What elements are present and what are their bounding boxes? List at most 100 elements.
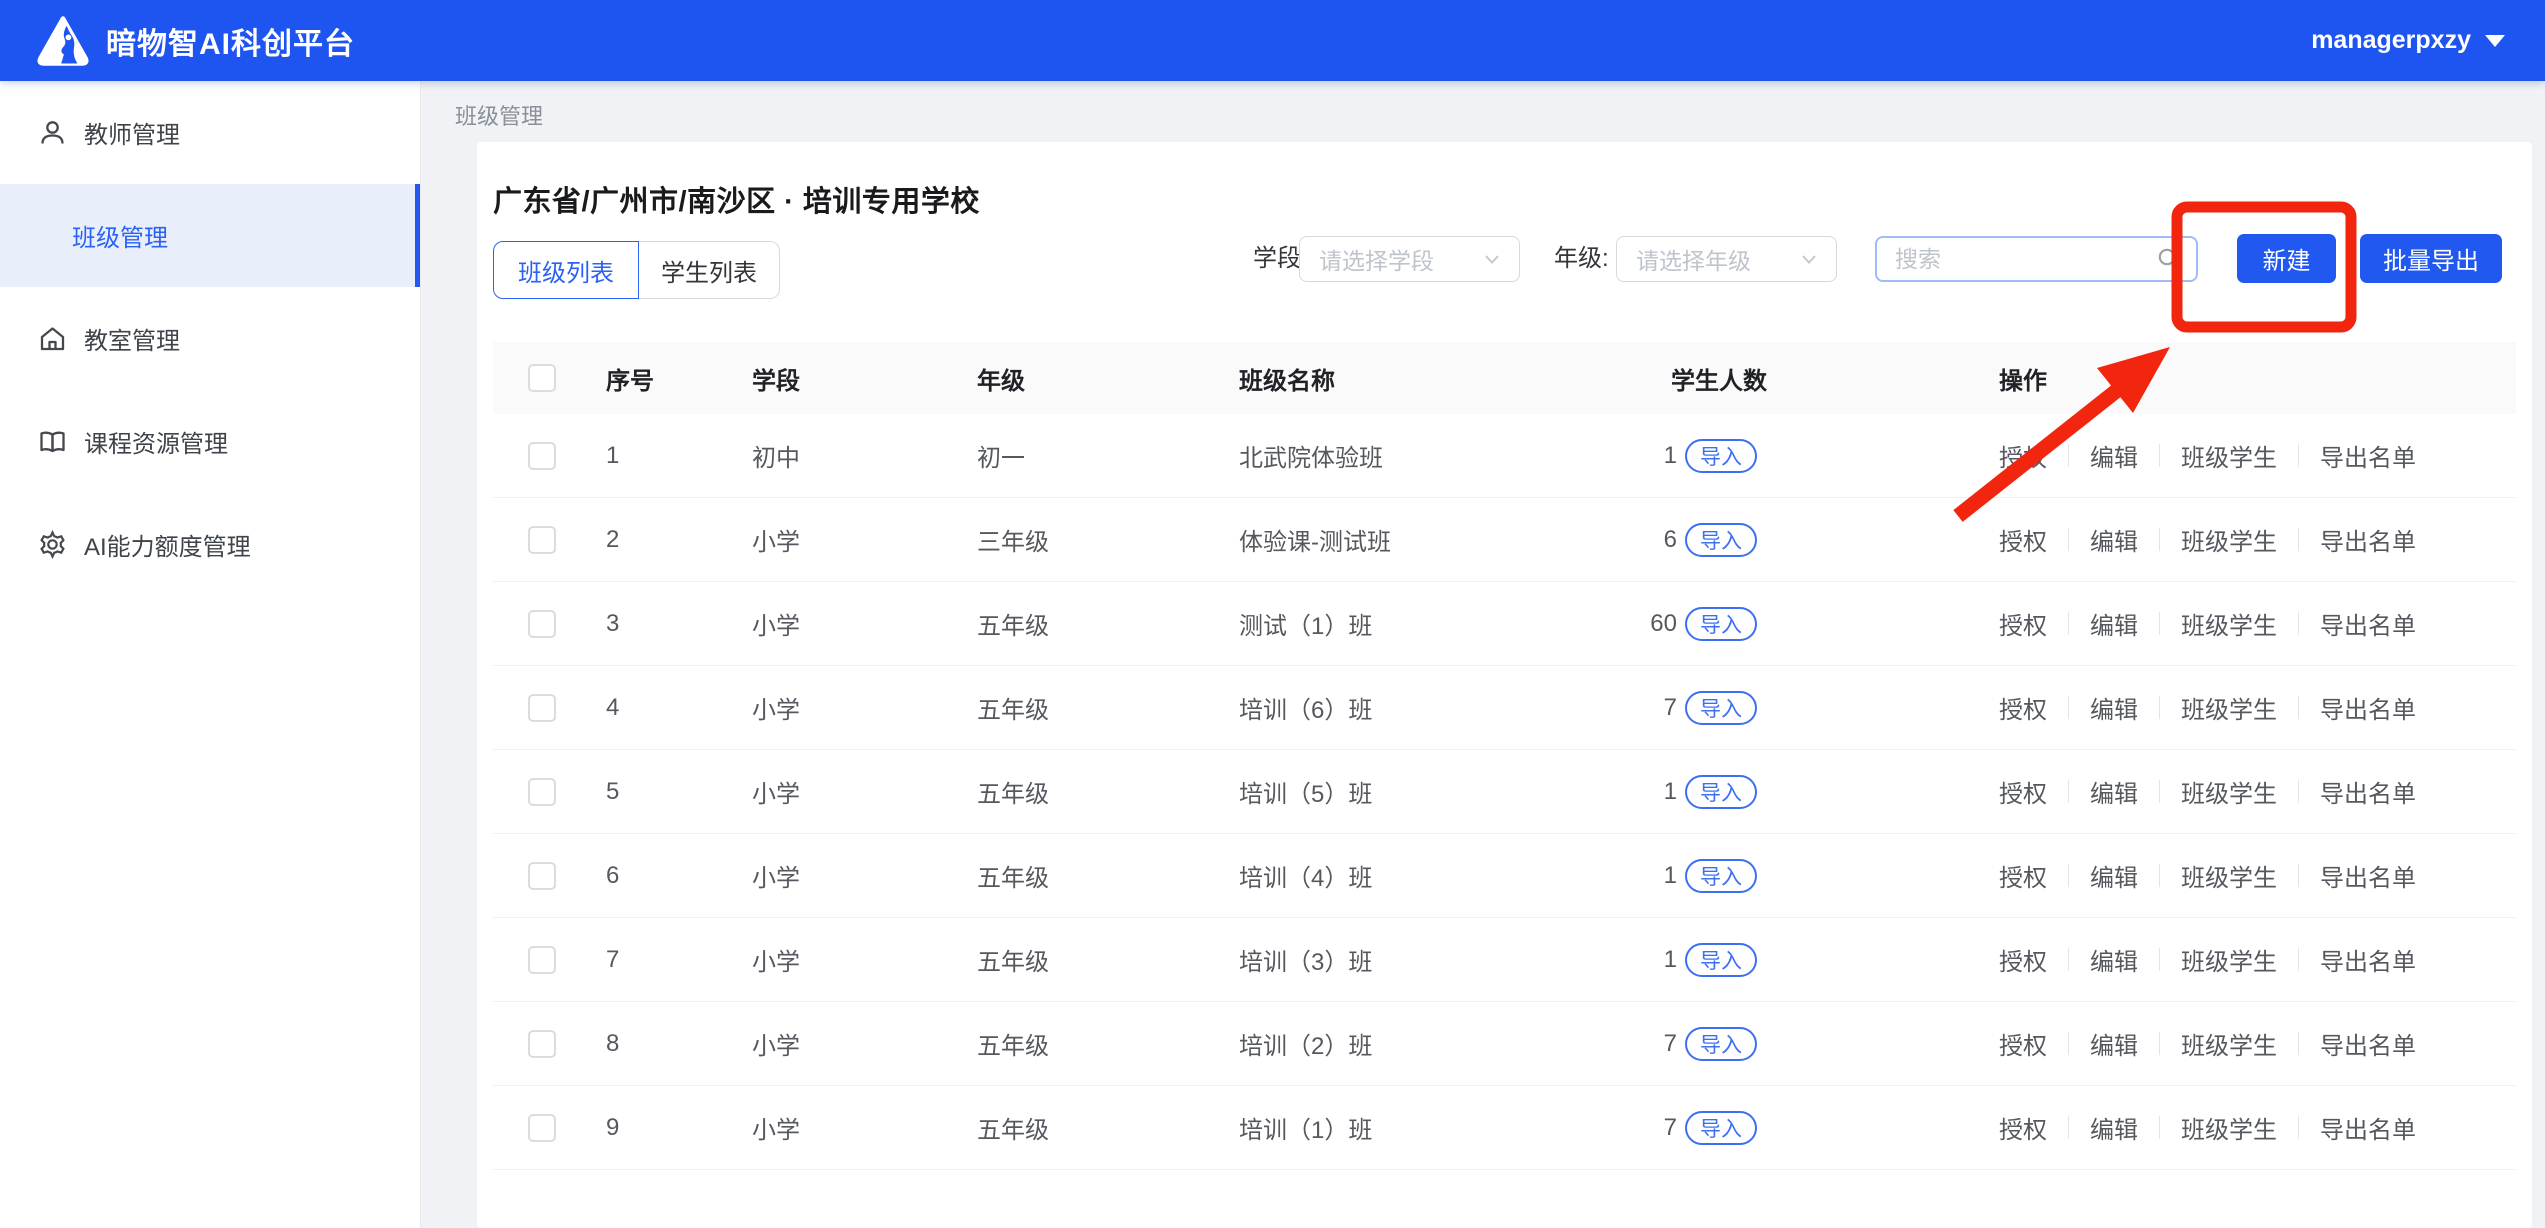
chevron-down-icon <box>1485 255 1499 264</box>
user-menu[interactable]: managerpxzy <box>2311 26 2505 55</box>
batch-export-button[interactable]: 批量导出 <box>2360 234 2502 283</box>
row-checkbox[interactable] <box>528 1029 556 1058</box>
search-input[interactable] <box>1895 245 2156 273</box>
cell-no: 9 <box>606 1113 620 1141</box>
row-action-class-students[interactable]: 班级学生 <box>2181 445 2277 472</box>
cell-grade: 三年级 <box>977 529 1049 556</box>
table-row: 1 初中 初一 北武院体验班 1 导入 授权 编辑 班级学生 导出名单 <box>493 414 2516 498</box>
row-action-export-roster[interactable]: 导出名单 <box>2320 613 2416 640</box>
row-action-class-students[interactable]: 班级学生 <box>2181 1033 2277 1060</box>
row-action-class-students[interactable]: 班级学生 <box>2181 865 2277 892</box>
cell-grade: 五年级 <box>977 1033 1049 1060</box>
action-divider <box>2298 444 2299 467</box>
row-action-edit[interactable]: 编辑 <box>2090 697 2138 724</box>
row-action-authorize[interactable]: 授权 <box>1999 949 2047 976</box>
row-action-edit[interactable]: 编辑 <box>2090 865 2138 892</box>
row-action-export-roster[interactable]: 导出名单 <box>2320 1033 2416 1060</box>
sidebar-item-ai-quota-management[interactable]: AI能力额度管理 <box>0 493 420 596</box>
row-checkbox[interactable] <box>528 945 556 974</box>
row-action-edit[interactable]: 编辑 <box>2090 529 2138 556</box>
tab-student-list[interactable]: 学生列表 <box>638 241 780 299</box>
cell-operations: 授权 编辑 班级学生 导出名单 <box>1809 1110 2516 1145</box>
import-button[interactable]: 导入 <box>1685 858 1757 893</box>
cell-student-count: 1 导入 <box>1639 774 1809 809</box>
sidebar-item-classroom-management[interactable]: 教室管理 <box>0 287 420 390</box>
import-button[interactable]: 导入 <box>1685 1026 1757 1061</box>
action-divider <box>2068 780 2069 803</box>
import-button[interactable]: 导入 <box>1685 774 1757 809</box>
action-divider <box>2068 612 2069 635</box>
import-button[interactable]: 导入 <box>1685 1110 1757 1145</box>
sidebar-item-teacher-management[interactable]: 教师管理 <box>0 81 420 184</box>
select-all-checkbox[interactable] <box>528 364 556 392</box>
cell-no: 6 <box>606 861 620 889</box>
list-tabs: 班级列表 学生列表 <box>493 241 780 299</box>
class-table: 序号 学段 年级 班级名称 学生人数 操作 1 初中 初一 北武院体验班 1 导… <box>493 342 2516 1170</box>
search-icon[interactable] <box>2156 246 2182 272</box>
cell-operations: 授权 编辑 班级学生 导出名单 <box>1809 774 2516 809</box>
cell-stage: 小学 <box>752 1117 800 1144</box>
row-checkbox-cell <box>493 525 606 554</box>
row-action-authorize[interactable]: 授权 <box>1999 697 2047 724</box>
student-count-value: 60 <box>1650 609 1677 637</box>
import-button[interactable]: 导入 <box>1685 438 1757 473</box>
row-action-authorize[interactable]: 授权 <box>1999 529 2047 556</box>
row-action-authorize[interactable]: 授权 <box>1999 1117 2047 1144</box>
import-button[interactable]: 导入 <box>1685 942 1757 977</box>
row-action-edit[interactable]: 编辑 <box>2090 613 2138 640</box>
row-action-authorize[interactable]: 授权 <box>1999 445 2047 472</box>
student-count-value: 1 <box>1663 945 1677 973</box>
create-button[interactable]: 新建 <box>2237 234 2336 283</box>
row-checkbox[interactable] <box>528 777 556 806</box>
import-button[interactable]: 导入 <box>1685 606 1757 641</box>
row-action-export-roster[interactable]: 导出名单 <box>2320 865 2416 892</box>
app-logo-icon <box>37 15 89 66</box>
row-action-edit[interactable]: 编辑 <box>2090 1117 2138 1144</box>
import-button[interactable]: 导入 <box>1685 522 1757 557</box>
table-row: 2 小学 三年级 体验课-测试班 6 导入 授权 编辑 班级学生 导出名单 <box>493 498 2516 582</box>
row-action-class-students[interactable]: 班级学生 <box>2181 781 2277 808</box>
row-action-export-roster[interactable]: 导出名单 <box>2320 529 2416 556</box>
sidebar-item-class-management[interactable]: 班级管理 <box>0 184 420 287</box>
row-action-authorize[interactable]: 授权 <box>1999 865 2047 892</box>
row-checkbox[interactable] <box>528 525 556 554</box>
stage-select[interactable]: 请选择学段 <box>1299 236 1520 282</box>
row-checkbox[interactable] <box>528 693 556 722</box>
row-action-export-roster[interactable]: 导出名单 <box>2320 445 2416 472</box>
row-action-authorize[interactable]: 授权 <box>1999 613 2047 640</box>
row-action-edit[interactable]: 编辑 <box>2090 1033 2138 1060</box>
row-checkbox[interactable] <box>528 861 556 890</box>
user-name: managerpxzy <box>2311 26 2471 54</box>
cell-no: 7 <box>606 945 620 973</box>
cell-student-count: 7 导入 <box>1639 1110 1809 1145</box>
page-title: 广东省/广州市/南沙区 · 培训专用学校 <box>493 186 980 218</box>
row-action-class-students[interactable]: 班级学生 <box>2181 949 2277 976</box>
row-action-export-roster[interactable]: 导出名单 <box>2320 949 2416 976</box>
grade-select[interactable]: 请选择年级 <box>1616 236 1837 282</box>
row-action-edit[interactable]: 编辑 <box>2090 949 2138 976</box>
import-button[interactable]: 导入 <box>1685 690 1757 725</box>
row-checkbox[interactable] <box>528 441 556 470</box>
row-action-export-roster[interactable]: 导出名单 <box>2320 697 2416 724</box>
row-action-class-students[interactable]: 班级学生 <box>2181 697 2277 724</box>
row-action-class-students[interactable]: 班级学生 <box>2181 529 2277 556</box>
row-action-edit[interactable]: 编辑 <box>2090 445 2138 472</box>
tab-class-list[interactable]: 班级列表 <box>493 241 639 299</box>
row-action-authorize[interactable]: 授权 <box>1999 1033 2047 1060</box>
row-action-authorize[interactable]: 授权 <box>1999 781 2047 808</box>
row-action-export-roster[interactable]: 导出名单 <box>2320 1117 2416 1144</box>
action-divider <box>2159 528 2160 551</box>
row-action-class-students[interactable]: 班级学生 <box>2181 613 2277 640</box>
caret-down-icon <box>2485 34 2505 47</box>
row-action-edit[interactable]: 编辑 <box>2090 781 2138 808</box>
sidebar-item-course-resource-management[interactable]: 课程资源管理 <box>0 390 420 493</box>
cell-class-name: 培训（6）班 <box>1239 697 1373 724</box>
row-checkbox[interactable] <box>528 609 556 638</box>
action-divider <box>2159 780 2160 803</box>
cell-operations: 授权 编辑 班级学生 导出名单 <box>1809 522 2516 557</box>
row-checkbox[interactable] <box>528 1113 556 1142</box>
row-action-class-students[interactable]: 班级学生 <box>2181 1117 2277 1144</box>
cell-stage: 小学 <box>752 697 800 724</box>
row-action-export-roster[interactable]: 导出名单 <box>2320 781 2416 808</box>
stage-select-placeholder: 请选择学段 <box>1319 248 1434 274</box>
